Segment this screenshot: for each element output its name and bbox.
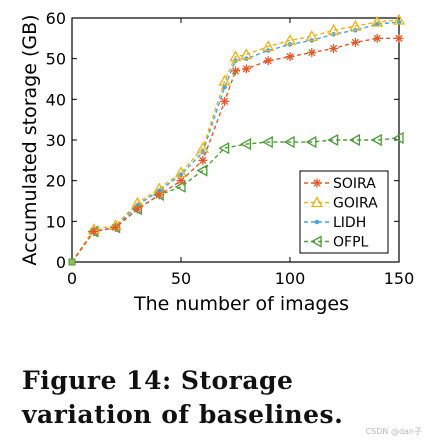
data-point: [310, 235, 322, 248]
data-point: [349, 19, 362, 31]
data-point: [222, 84, 227, 90]
x-axis-title: The number of images: [133, 293, 349, 315]
data-point: [196, 164, 208, 177]
x-tick-label: 150: [384, 269, 415, 288]
data-point: [350, 37, 360, 47]
data-point: [176, 176, 186, 186]
y-tick-label: 50: [46, 50, 66, 69]
data-point: [314, 219, 320, 225]
legend-label: OFPL: [333, 235, 369, 251]
y-tick-label: 0: [56, 253, 66, 272]
legend-label: GOIRA: [333, 196, 378, 212]
series-line: [71, 19, 400, 263]
x-tick-label: 100: [275, 269, 306, 288]
y-tick-label: 30: [46, 131, 66, 150]
data-point: [392, 131, 404, 145]
legend-label: LIDH: [333, 215, 366, 231]
data-point: [394, 33, 404, 43]
data-point: [154, 190, 164, 200]
data-point: [283, 34, 297, 46]
data-point: [229, 50, 242, 62]
data-point: [370, 133, 382, 147]
data-point: [371, 15, 384, 27]
data-point: [283, 135, 295, 149]
legend-item-lidh: LIDH: [304, 215, 366, 231]
y-axis-title: Accumulated storage (GB): [19, 14, 41, 265]
data-point: [231, 66, 240, 76]
data-point: [196, 141, 209, 153]
y-tick-label: 10: [46, 212, 66, 231]
data-point: [372, 33, 382, 43]
data-point: [241, 64, 251, 74]
series-line: [71, 21, 400, 263]
x-tick-label: 0: [67, 269, 77, 288]
figure-caption: Figure 14: Storage variation of baseline…: [22, 366, 344, 429]
data-point: [262, 40, 275, 52]
data-point: [240, 48, 253, 60]
watermark: CSDN @dan子: [365, 427, 422, 436]
data-point: [198, 155, 208, 165]
data-point: [132, 204, 142, 214]
origin-marker: [68, 258, 76, 266]
legend-item-goira: GOIRA: [304, 196, 378, 212]
data-point: [392, 13, 406, 25]
legend: SOIRA GOIRA LIDH OFPL: [299, 170, 389, 254]
data-point: [396, 19, 402, 25]
data-point: [89, 227, 99, 236]
x-tick-label: 50: [171, 269, 191, 288]
data-point: [285, 52, 295, 62]
data-point: [111, 222, 121, 232]
data-point: [218, 74, 231, 86]
series-line: [71, 37, 399, 263]
y-tick-label: 40: [46, 90, 66, 109]
data-point: [263, 56, 273, 66]
data-point: [178, 172, 184, 177]
data-point: [218, 142, 230, 155]
data-point: [349, 133, 361, 147]
series-soira: [71, 33, 404, 263]
data-point: [220, 96, 230, 106]
data-point: [307, 48, 317, 58]
y-tick-label: 60: [46, 9, 66, 28]
data-point: [327, 133, 339, 147]
data-point: [305, 135, 317, 149]
data-point: [310, 196, 324, 208]
data-point: [327, 23, 340, 35]
data-point: [312, 178, 322, 188]
legend-item-ofpl: OFPL: [304, 235, 369, 251]
data-point: [261, 135, 273, 149]
y-tick-label: 20: [46, 172, 66, 191]
legend-label: SOIRA: [333, 176, 376, 192]
data-point: [240, 137, 252, 151]
legend-item-soira: SOIRA: [304, 176, 376, 192]
data-point: [305, 29, 318, 41]
data-point: [329, 44, 339, 53]
